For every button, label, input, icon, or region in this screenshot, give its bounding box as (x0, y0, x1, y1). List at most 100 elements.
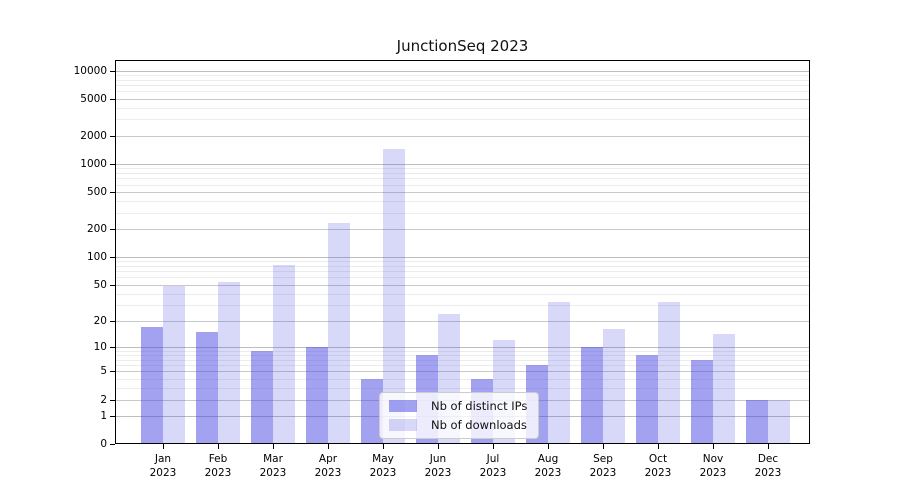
x-tick-label: Jan 2023 (149, 453, 177, 479)
y-tick-mark (110, 256, 115, 258)
x-tick-label: May 2023 (369, 453, 397, 479)
gridline-major (116, 320, 809, 322)
y-tick-label: 200 (86, 223, 107, 235)
bar-downloads (768, 399, 790, 443)
x-tick-mark (713, 444, 714, 449)
y-tick-mark (110, 346, 115, 348)
gridline-minor (116, 201, 809, 202)
x-tick-mark (493, 444, 494, 449)
y-tick-mark (110, 70, 115, 72)
y-tick-label: 5 (100, 365, 107, 378)
gridline-major (116, 371, 809, 373)
gridline-minor (116, 277, 809, 279)
gridline-minor (116, 359, 809, 361)
gridline-minor (116, 378, 809, 380)
gridline-minor (116, 107, 809, 109)
y-tick-mark (110, 229, 115, 230)
x-tick-label: Apr 2023 (314, 453, 342, 479)
legend-swatch-distinct-ips (389, 400, 417, 412)
x-tick-label: Sep 2023 (589, 453, 617, 479)
x-tick-mark (328, 444, 329, 449)
y-tick-mark (110, 415, 115, 417)
gridline-major (116, 346, 809, 348)
gridline-minor (116, 271, 809, 273)
y-tick-label: 5000 (80, 92, 107, 105)
x-tick-mark (438, 444, 439, 449)
y-tick-label: 10000 (73, 64, 107, 77)
chart-title: JunctionSeq 2023 (396, 37, 529, 55)
gridline-major (116, 192, 809, 193)
gridline-minor (116, 119, 809, 121)
bar-distinct-ips (196, 331, 218, 443)
gridline-minor (116, 184, 809, 186)
gridline-major (116, 229, 809, 230)
gridline-minor (116, 365, 809, 367)
y-tick-mark (110, 163, 115, 165)
y-tick-mark (110, 399, 115, 401)
x-tick-mark (603, 444, 604, 449)
bar-distinct-ips (361, 378, 383, 443)
y-tick-mark (110, 98, 115, 100)
gridline-minor (116, 173, 809, 174)
gridline-minor (116, 79, 809, 81)
x-tick-mark (273, 444, 274, 449)
y-tick-mark (110, 320, 115, 322)
legend-item-distinct-ips: Nb of distinct IPs (389, 399, 527, 413)
x-tick-label: Aug 2023 (534, 453, 562, 479)
y-tick-label: 100 (86, 250, 107, 263)
bar-downloads (713, 334, 735, 443)
bar-downloads (658, 302, 680, 443)
y-tick-mark (110, 284, 115, 286)
legend-label-downloads: Nb of downloads (431, 418, 527, 432)
gridline-major (116, 135, 809, 137)
y-tick-label: 1000 (80, 157, 107, 170)
gridline-minor (116, 85, 809, 87)
y-tick-label: 2 (100, 393, 107, 406)
x-tick-mark (383, 444, 384, 449)
x-tick-label: Oct 2023 (644, 453, 672, 479)
gridline-major (116, 284, 809, 286)
bar-distinct-ips (141, 326, 163, 443)
y-tick-mark (110, 135, 115, 137)
legend-item-downloads: Nb of downloads (389, 418, 527, 432)
bar-downloads (273, 265, 295, 443)
bar-downloads (548, 302, 570, 443)
x-tick-label: Jul 2023 (479, 453, 507, 479)
x-tick-mark (658, 444, 659, 449)
y-tick-label: 50 (93, 278, 107, 291)
bar-distinct-ips (636, 354, 658, 443)
y-tick-label: 20 (93, 314, 107, 327)
bar-distinct-ips (691, 359, 713, 443)
y-tick-mark (110, 371, 115, 373)
x-tick-mark (548, 444, 549, 449)
bar-downloads (603, 329, 625, 443)
x-tick-mark (163, 444, 164, 449)
bar-distinct-ips (306, 346, 328, 443)
gridline-minor (116, 293, 809, 295)
gridline-minor (116, 91, 809, 93)
y-tick-label: 500 (86, 186, 107, 198)
gridline-minor (116, 168, 809, 170)
bar-distinct-ips (251, 350, 273, 443)
y-tick-label: 1 (100, 409, 107, 422)
gridline-minor (116, 350, 809, 352)
gridline-minor (116, 304, 809, 306)
gridline-major (116, 70, 809, 72)
legend-label-distinct-ips: Nb of distinct IPs (431, 399, 528, 413)
y-tick-label: 10 (93, 340, 107, 353)
x-tick-mark (218, 444, 219, 449)
legend-swatch-downloads (389, 419, 417, 431)
x-tick-label: Dec 2023 (754, 453, 782, 479)
gridline-major (116, 163, 809, 165)
plot-area: Nb of distinct IPs Nb of downloads (115, 60, 810, 444)
y-tick-mark (110, 444, 115, 445)
gridline-minor (116, 387, 809, 389)
bar-distinct-ips (746, 399, 768, 443)
gridline-major (116, 98, 809, 100)
legend: Nb of distinct IPs Nb of downloads (379, 392, 540, 439)
y-tick-label: 0 (100, 438, 107, 450)
x-tick-label: Jun 2023 (424, 453, 452, 479)
y-tick-mark (110, 192, 115, 193)
bar-downloads (163, 286, 185, 443)
